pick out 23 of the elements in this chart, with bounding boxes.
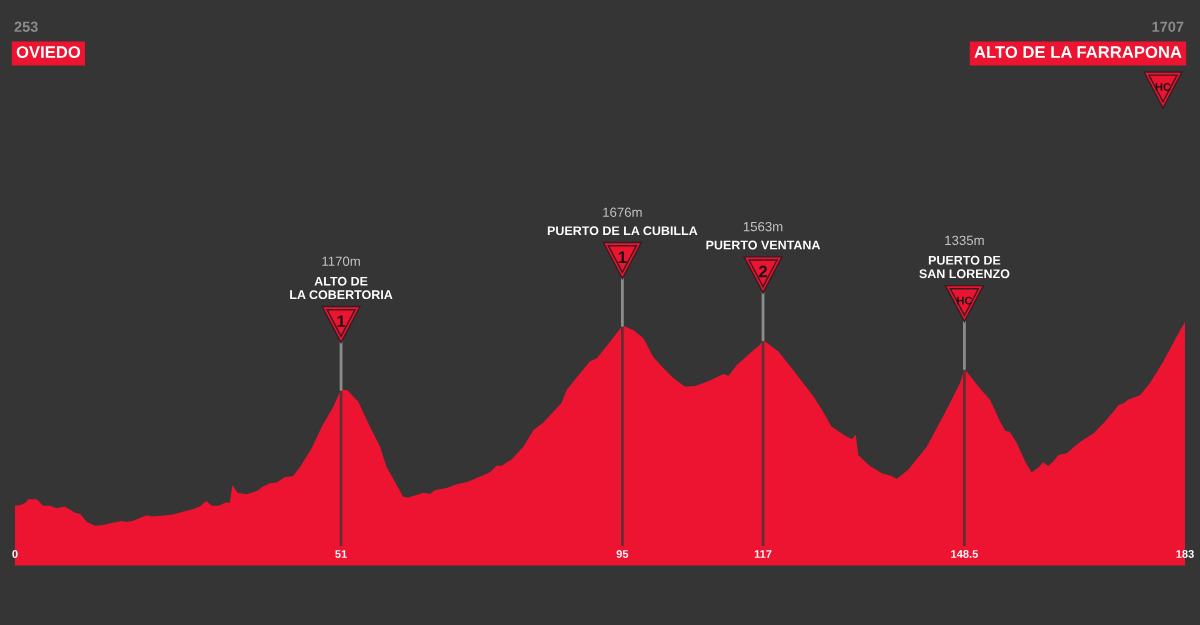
text: ALTO DE LA FARRAPONA bbox=[974, 46, 1182, 58]
annotation: 1 bbox=[618, 251, 627, 263]
x-tick-label: 0 bbox=[12, 550, 18, 558]
text: 1563m bbox=[743, 221, 783, 232]
annotation: 1 bbox=[337, 315, 346, 327]
text: 1707 bbox=[1152, 21, 1184, 32]
text: 253 bbox=[14, 21, 38, 32]
x-tick-label: 51 bbox=[335, 550, 347, 558]
text: PUERTO DE LA CUBILLA bbox=[547, 226, 698, 236]
text: PUERTO DE SAN LORENZO bbox=[919, 255, 1010, 279]
x-tick-label: 183 bbox=[1176, 550, 1194, 558]
text: HC bbox=[1155, 83, 1171, 91]
text: 1170m bbox=[322, 256, 360, 266]
text: 1676m bbox=[603, 207, 642, 217]
text: 1335m bbox=[945, 235, 984, 246]
text: PUERTO VENTANA bbox=[706, 240, 821, 250]
annotation: HC bbox=[957, 296, 973, 305]
x-tick-label: 95 bbox=[616, 550, 629, 558]
annotation: 2 bbox=[758, 265, 767, 278]
text: ALTO DE LA COBERTORIA bbox=[290, 276, 393, 300]
x-tick-label: 148.5 bbox=[951, 550, 979, 558]
text: OVIEDO bbox=[16, 46, 81, 58]
x-tick-label: 117 bbox=[754, 550, 772, 558]
